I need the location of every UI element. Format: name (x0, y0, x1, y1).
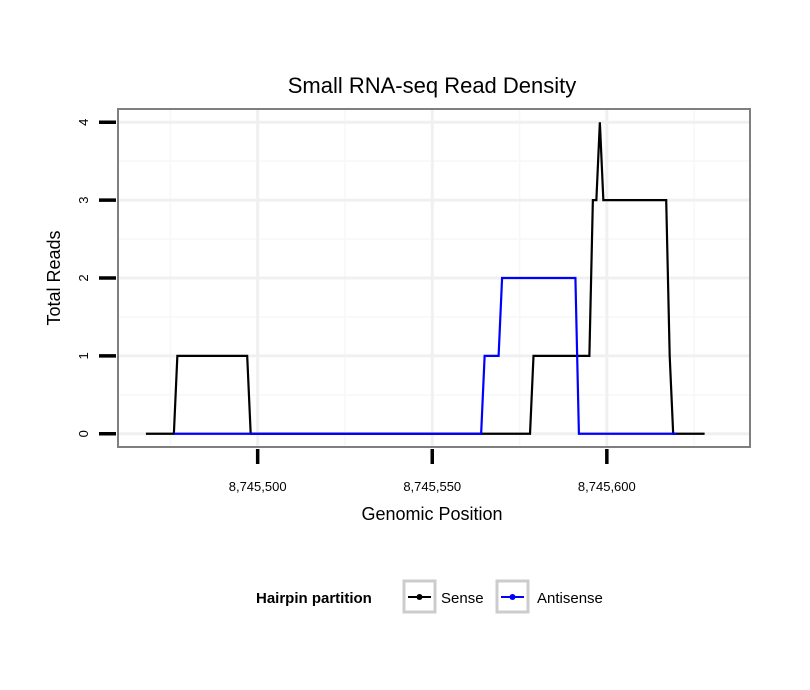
legend-label-antisense: Antisense (537, 590, 603, 607)
legend-key-point-sense (416, 594, 423, 600)
legend-item-antisense: Antisense (495, 579, 603, 614)
x-tick-label: 8,745,600 (578, 479, 636, 494)
legend-label-sense: Sense (441, 590, 484, 607)
series-line-antisense (173, 276, 677, 435)
grid (118, 109, 750, 447)
y-tick-label: 3 (76, 197, 91, 204)
y-tick-label: 4 (76, 119, 91, 126)
series-layer (145, 122, 705, 435)
y-tick-label: 2 (76, 274, 91, 281)
series-line-sense (145, 122, 705, 435)
y-axis: 0 1 2 3 4 (76, 119, 116, 437)
y-tick-label: 0 (76, 430, 91, 437)
plot-panel-border (117, 108, 751, 448)
x-tick-label: 8,745,500 (229, 479, 287, 494)
x-tick-label: 8,745,550 (403, 479, 461, 494)
y-axis-title: Total Reads (44, 230, 64, 325)
x-axis-title: Genomic Position (361, 504, 502, 524)
y-tick-label: 1 (76, 352, 91, 359)
legend-item-sense: Sense (402, 579, 484, 614)
x-axis: 8,745,500 8,745,550 8,745,600 (229, 449, 636, 494)
chart-title: Small RNA-seq Read Density (288, 73, 577, 98)
legend-title: Hairpin partition (256, 590, 372, 607)
legend-key-point-antisense (509, 594, 516, 600)
legend: Hairpin partition Sense Antisense (256, 579, 603, 614)
